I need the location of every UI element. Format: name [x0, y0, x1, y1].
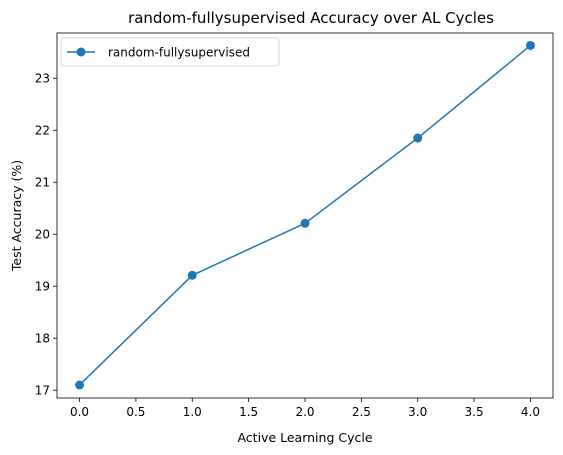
x-axis-ticks: 0.0 0.5 1.0 1.5 2.0 2.5 3.0 3.5 4.0 [70, 398, 540, 419]
y-tick-label: 23 [35, 72, 50, 86]
y-tick-label: 18 [35, 332, 50, 346]
x-tick-label: 2.5 [352, 405, 371, 419]
legend-box [60, 37, 280, 67]
x-tick-label: 0.5 [126, 405, 145, 419]
x-tick-label: 0.0 [70, 405, 89, 419]
y-tick-label: 17 [35, 384, 50, 398]
x-tick-label: 1.5 [239, 405, 258, 419]
x-tick-label: 1.0 [183, 405, 202, 419]
x-tick-label: 3.5 [465, 405, 484, 419]
chart-title: random-fullysupervised Accuracy over AL … [128, 9, 494, 27]
data-point [75, 380, 85, 390]
legend: random-fullysupervised [60, 37, 280, 67]
plot-frame [56, 32, 554, 399]
series-layer [75, 40, 535, 390]
x-tick-label: 4.0 [521, 405, 540, 419]
legend-marker-swatch [76, 47, 86, 57]
data-point [413, 133, 423, 143]
x-tick-label: 2.0 [295, 405, 314, 419]
x-axis-label: Active Learning Cycle [237, 430, 372, 445]
data-point [525, 40, 535, 50]
y-tick-label: 20 [35, 228, 50, 242]
y-axis-label: Test Accuracy (%) [9, 160, 24, 272]
y-tick-label: 22 [35, 124, 50, 138]
data-point [300, 218, 310, 228]
data-point [187, 270, 197, 280]
y-tick-label: 19 [35, 280, 50, 294]
y-tick-label: 21 [35, 176, 50, 190]
y-axis-ticks: 17 18 19 20 21 22 23 [35, 72, 57, 398]
x-tick-label: 3.0 [408, 405, 427, 419]
legend-entry-label: random-fullysupervised [108, 46, 250, 60]
